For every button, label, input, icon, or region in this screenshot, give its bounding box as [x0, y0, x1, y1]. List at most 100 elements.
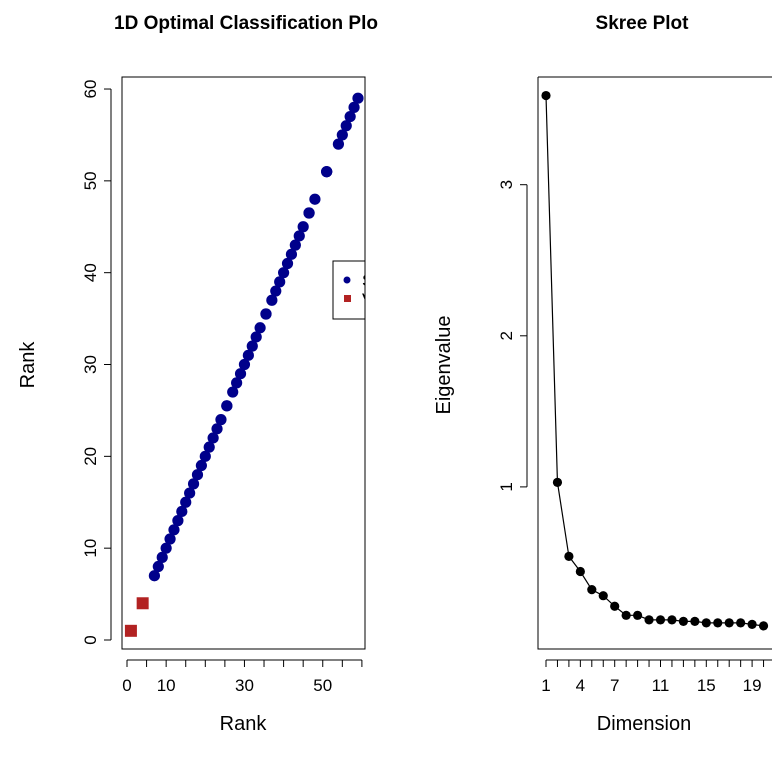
class-s-point [242, 349, 254, 361]
skree-plot-box [537, 77, 772, 650]
skree-y-tick-label: 2 [497, 331, 516, 340]
skree-point [633, 610, 643, 620]
class-s-point [293, 230, 305, 242]
class-s-point [238, 358, 251, 371]
skree-point [587, 585, 597, 595]
classification-y-tick-label: 10 [81, 539, 100, 558]
class-s-point [221, 400, 233, 412]
skree-x-label: Dimension [597, 713, 691, 735]
class-s-point [309, 193, 321, 205]
class-s-point [207, 432, 219, 444]
skree-x-tick-label: 7 [610, 676, 619, 695]
class-s-point [336, 129, 348, 141]
classification-y-axis: 0 10 20 30 40 50 60 [81, 80, 112, 645]
classification-x-label: Rank [220, 713, 268, 735]
skree-point [758, 621, 769, 631]
class-s-point [348, 101, 360, 113]
class-s-point [297, 221, 309, 233]
class-s-point [332, 138, 345, 150]
skree-point [724, 618, 734, 628]
skree-point [655, 615, 666, 625]
class-s-point [352, 92, 364, 104]
legend-box [332, 260, 366, 320]
skree-point [621, 610, 631, 620]
class-s-point [340, 120, 352, 132]
class-s-point [168, 524, 180, 536]
class-s-point [254, 322, 266, 334]
skree-x-tick-label: 15 [697, 676, 716, 695]
skree-plot: Skree Plot 1 4 7 11 15 19 1 2 3 Dimension Eigen… [433, 13, 772, 735]
class-s-point [270, 285, 282, 297]
skree-point [552, 477, 563, 487]
skree-x-tick-label: 19 [743, 676, 762, 695]
skree-x-axis: 1 4 7 11 15 19 [541, 659, 772, 695]
skree-point [667, 615, 677, 625]
classification-y-tick-label: 30 [81, 355, 100, 374]
classification-x-tick-label: 50 [313, 676, 332, 695]
classification-plot-box [121, 76, 366, 650]
class-s-point [215, 414, 227, 426]
classification-y-tick-label: 20 [81, 447, 100, 466]
classification-y-tick-label: 60 [81, 80, 100, 99]
class-s-point [266, 294, 278, 306]
classification-y-tick-label: 50 [81, 171, 100, 190]
class-s-point [203, 441, 215, 453]
skree-point [564, 551, 574, 562]
classification-plot: 1D Optimal Classification Plo 0 10 30 50 0 1… [17, 13, 378, 735]
class-s-point [199, 450, 211, 462]
legend-marker-s [343, 276, 351, 284]
class-s-point [195, 459, 207, 472]
class-s-point [250, 331, 262, 343]
skree-point [610, 601, 620, 611]
class-s-point [152, 560, 164, 573]
class-s-point [160, 542, 172, 554]
class-s-point [211, 423, 223, 435]
class-s-point [321, 166, 333, 178]
classification-x-tick-label: 0 [122, 676, 131, 695]
skree-y-tick-label: 3 [497, 180, 516, 189]
skree-series [541, 90, 769, 631]
skree-x-tick-label: 4 [576, 676, 585, 695]
classification-legend: S V [332, 260, 373, 320]
skree-point [575, 566, 585, 577]
skree-point [736, 618, 746, 628]
classification-x-tick-label: 30 [235, 676, 254, 695]
class-s-point [231, 377, 243, 389]
class-s-point [260, 308, 272, 320]
class-s-point [187, 478, 200, 490]
skree-y-axis: 1 2 3 [497, 180, 528, 492]
class-s-point [148, 570, 161, 582]
classification-y-label: Rank [17, 341, 39, 389]
class-s-point [274, 276, 286, 288]
skree-y-tick-label: 1 [497, 482, 516, 491]
skree-point [644, 615, 654, 625]
skree-point [690, 616, 700, 626]
class-s-point [176, 505, 188, 518]
classification-points [124, 92, 364, 637]
class-s-point [164, 533, 176, 545]
skree-point [747, 619, 757, 630]
legend-marker-v [344, 295, 351, 302]
class-s-point [234, 368, 247, 380]
classification-x-tick-label: 10 [157, 676, 176, 695]
classification-y-tick-label: 0 [81, 635, 100, 644]
skree-x-tick-label: 11 [652, 676, 670, 695]
skree-y-label: Eigenvalue [433, 316, 455, 415]
skree-point [701, 618, 711, 628]
class-s-point [191, 469, 204, 481]
skree-point [598, 591, 608, 601]
class-s-point [281, 257, 294, 270]
legend-label-s: S [362, 271, 373, 290]
classification-plot-title: 1D Optimal Classification Plo [114, 13, 378, 34]
skree-point [713, 618, 723, 628]
skree-line [545, 95, 764, 627]
skree-x-tick-label: 1 [541, 676, 550, 695]
skree-plot-title: Skree Plot [596, 13, 690, 34]
classification-y-tick-label: 40 [81, 263, 100, 282]
class-s-point [303, 207, 315, 219]
class-s-point [172, 515, 184, 527]
class-v-point [124, 624, 137, 637]
class-s-point [246, 340, 258, 352]
class-s-point [278, 267, 290, 279]
